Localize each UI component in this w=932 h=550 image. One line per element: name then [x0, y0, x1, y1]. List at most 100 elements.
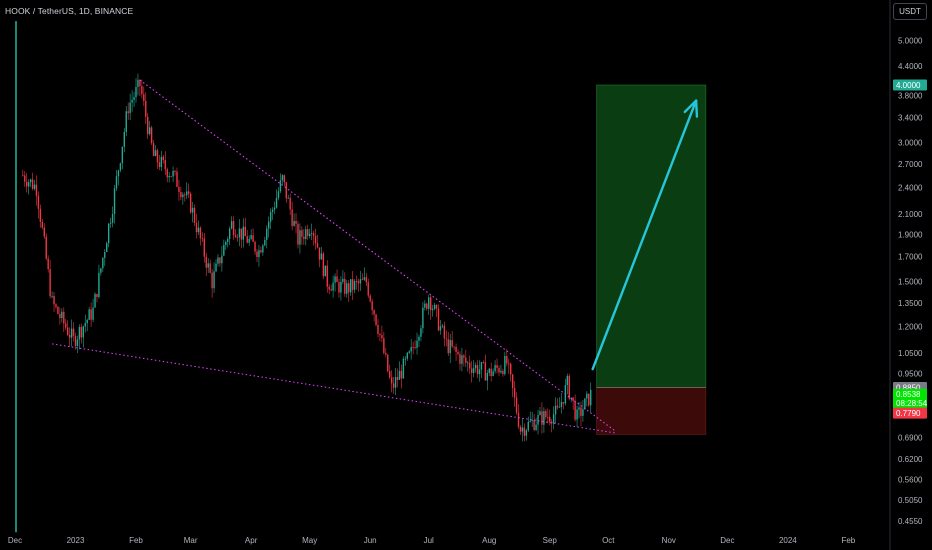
candle-up	[78, 327, 81, 340]
candle-down	[457, 352, 459, 355]
candle-down	[184, 194, 186, 196]
candle-down	[152, 143, 155, 157]
candle-up	[215, 263, 217, 272]
candle-up	[474, 365, 477, 369]
candle-down	[26, 181, 28, 187]
candle-up	[525, 430, 528, 436]
time-tick-label: Feb	[841, 536, 855, 545]
candle-up	[182, 194, 184, 198]
candle-up	[424, 303, 426, 308]
candle-up	[554, 405, 557, 415]
candle-down	[465, 357, 467, 363]
candle-up	[349, 279, 352, 293]
arrow-drawing[interactable]	[591, 99, 699, 371]
candle-down	[285, 182, 287, 199]
candle-up	[125, 111, 127, 132]
candle-up	[135, 86, 137, 98]
candle-down	[328, 286, 330, 290]
candle-up	[217, 257, 219, 264]
candle-down	[517, 412, 520, 427]
price-axis[interactable]: 5.0000 4.4000 3.8000 3.4000 3.0000 2.7000 2.40…	[898, 36, 923, 526]
candle-down	[232, 221, 235, 236]
candle-up	[527, 421, 529, 431]
candle-down	[37, 195, 40, 209]
candle-up	[441, 325, 444, 327]
candle-down	[209, 263, 211, 273]
time-axis[interactable]: Dec 2023 Feb Mar Apr May Jun Jul Aug Sep Oct Nov Dec…	[8, 536, 856, 545]
candle-up	[486, 372, 488, 381]
candle-down	[330, 289, 332, 291]
candle-down	[178, 186, 180, 192]
candle-down	[511, 374, 514, 389]
candle-up	[324, 265, 327, 277]
candle-down	[396, 377, 399, 380]
candle-up	[33, 184, 36, 189]
candle-up	[340, 281, 342, 293]
candle-up	[552, 414, 555, 424]
price-tick-label: 1.7000	[898, 253, 923, 262]
price-tick-label: 2.7000	[898, 160, 923, 169]
candle-down	[187, 191, 190, 194]
candle-up	[492, 371, 494, 376]
candle-down	[377, 324, 379, 334]
price-tick-label: 1.2000	[898, 322, 923, 331]
candle-down	[519, 426, 522, 432]
candle-down	[307, 229, 309, 236]
candle-down	[301, 230, 303, 237]
candle-down	[344, 278, 346, 294]
candle-down	[297, 223, 299, 245]
trendline-upper	[139, 79, 617, 433]
currency-button[interactable]: USDT	[893, 3, 927, 20]
candle-up	[406, 352, 408, 359]
candle-down	[550, 421, 553, 424]
position-tool[interactable]	[596, 84, 707, 435]
candle-up	[410, 347, 412, 352]
candle-down	[375, 314, 377, 325]
candle-down	[496, 365, 498, 368]
candle-down	[482, 362, 485, 364]
candle-down	[389, 371, 391, 378]
candle-down	[338, 282, 340, 293]
trendlines[interactable]	[51, 79, 617, 434]
candle-down	[219, 257, 221, 264]
candle-down	[205, 256, 207, 268]
candle-up	[281, 175, 284, 181]
candle-down	[49, 269, 51, 297]
candle-up	[431, 308, 434, 311]
candle-down	[55, 304, 57, 307]
candle-up	[107, 223, 110, 244]
candle-up	[76, 339, 79, 347]
price-tick-label: 4.4000	[898, 62, 923, 71]
candle-up	[92, 307, 94, 320]
candle-down	[189, 193, 192, 213]
candle-down	[295, 220, 297, 224]
candle-up	[277, 191, 280, 198]
candle-down	[429, 297, 432, 311]
candle-up	[279, 180, 282, 192]
time-tick-label: Jun	[364, 536, 377, 545]
candle-up	[86, 319, 88, 324]
candle-down	[45, 236, 47, 259]
candle-down	[348, 283, 350, 293]
candle-up	[535, 424, 537, 430]
candle-down	[164, 160, 166, 170]
candle-up	[94, 293, 96, 308]
candle-down	[39, 208, 42, 222]
candle-up	[420, 328, 422, 337]
candle-up	[115, 176, 118, 189]
candle-down	[453, 346, 455, 348]
time-tick-label: Dec	[8, 536, 22, 545]
candle-up	[467, 362, 469, 364]
candle-down	[470, 368, 473, 373]
candle-up	[186, 191, 188, 196]
candle-down	[392, 383, 395, 388]
candle-down	[63, 311, 65, 324]
price-tick-label: 5.0000	[898, 36, 923, 45]
candle-down	[166, 169, 168, 178]
price-tick-label: 2.4000	[898, 183, 923, 192]
candle-up	[113, 188, 116, 214]
price-tick-label: 1.9000	[898, 230, 923, 239]
price-tick-label: 0.4550	[898, 517, 923, 526]
candle-down	[289, 197, 291, 210]
